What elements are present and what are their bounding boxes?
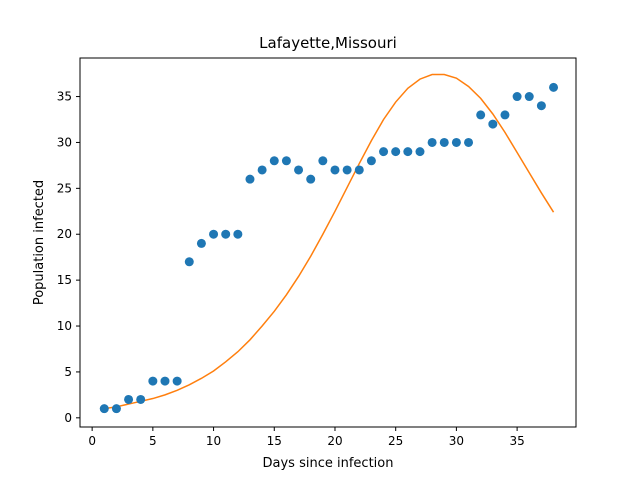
y-axis-label: Population infected bbox=[32, 180, 47, 305]
data-point bbox=[124, 394, 134, 404]
data-point bbox=[318, 156, 328, 166]
data-point bbox=[500, 110, 510, 120]
x-tick-label: 30 bbox=[449, 434, 464, 448]
y-tick-label: 10 bbox=[57, 319, 72, 333]
chart-title: Lafayette,Missouri bbox=[259, 34, 397, 52]
x-tick-label: 15 bbox=[267, 434, 282, 448]
data-point bbox=[451, 137, 461, 147]
data-point bbox=[221, 229, 231, 239]
data-point bbox=[549, 82, 559, 92]
data-point bbox=[99, 404, 109, 414]
x-tick-label: 0 bbox=[88, 434, 96, 448]
fitted-curve-line bbox=[104, 73, 555, 410]
y-tick-label: 35 bbox=[57, 90, 72, 104]
data-point bbox=[439, 137, 449, 147]
data-point bbox=[415, 147, 425, 157]
data-point bbox=[342, 165, 352, 175]
axes-frame bbox=[79, 57, 577, 428]
y-tick-label: 30 bbox=[57, 135, 72, 149]
y-tick-label: 25 bbox=[57, 181, 72, 195]
data-point bbox=[464, 137, 474, 147]
data-point bbox=[111, 404, 121, 414]
x-tick-label: 35 bbox=[509, 434, 524, 448]
data-point bbox=[536, 101, 546, 111]
y-tick-label: 20 bbox=[57, 227, 72, 241]
data-point bbox=[160, 376, 170, 386]
data-point bbox=[148, 376, 158, 386]
data-point bbox=[379, 147, 389, 157]
x-axis-ticks: 0 5 10 15 20 25 30 35 bbox=[88, 427, 525, 448]
y-axis-ticks: 0 5 10 15 20 25 30 35 bbox=[57, 90, 80, 425]
x-tick-label: 25 bbox=[388, 434, 403, 448]
data-point bbox=[488, 119, 498, 129]
x-tick-label: 10 bbox=[206, 434, 221, 448]
data-point bbox=[245, 174, 255, 184]
x-axis-label: Days since infection bbox=[263, 456, 394, 471]
data-point bbox=[403, 147, 413, 157]
x-tick-label: 20 bbox=[327, 434, 342, 448]
data-point bbox=[196, 238, 206, 248]
data-point bbox=[184, 257, 194, 267]
plot-area bbox=[80, 58, 576, 427]
data-point bbox=[172, 376, 182, 386]
data-point bbox=[354, 165, 364, 175]
y-tick-label: 0 bbox=[64, 411, 72, 425]
data-point bbox=[391, 147, 401, 157]
chart-marks bbox=[99, 73, 559, 414]
data-point bbox=[209, 229, 219, 239]
data-point bbox=[427, 137, 437, 147]
data-point bbox=[476, 110, 486, 120]
data-point bbox=[294, 165, 304, 175]
data-point bbox=[281, 156, 291, 166]
data-point bbox=[269, 156, 279, 166]
data-point bbox=[524, 92, 534, 102]
data-point bbox=[306, 174, 316, 184]
y-tick-label: 5 bbox=[64, 365, 72, 379]
data-point bbox=[257, 165, 267, 175]
data-point bbox=[330, 165, 340, 175]
x-tick-label: 5 bbox=[149, 434, 157, 448]
data-point bbox=[233, 229, 243, 239]
y-tick-label: 15 bbox=[57, 273, 72, 287]
data-point bbox=[366, 156, 376, 166]
data-point bbox=[512, 92, 522, 102]
data-point bbox=[136, 394, 146, 404]
